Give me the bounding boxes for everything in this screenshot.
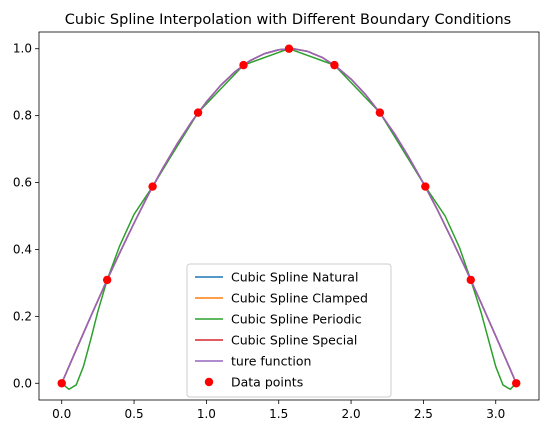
data-point <box>102 275 112 285</box>
legend-label-4: ture function <box>231 354 311 369</box>
data-point <box>239 60 248 70</box>
data-point <box>375 108 385 117</box>
legend-label-2: Cubic Spline Periodic <box>231 312 362 327</box>
legend-label-points: Data points <box>231 375 303 390</box>
x-axis: 0.0 0.5 1.0 1.5 2.0 2.5 3.0 <box>52 400 505 421</box>
y-tick-label: 0.6 <box>13 176 32 190</box>
legend: Cubic Spline Natural Cubic Spline Clamped… <box>186 263 392 398</box>
data-point <box>148 182 157 191</box>
y-tick-label: 0.0 <box>13 376 32 390</box>
data-point <box>193 108 203 117</box>
y-tick-label: 0.2 <box>13 309 32 323</box>
legend-swatch-points <box>204 377 214 387</box>
y-axis: 0.0 0.2 0.4 0.6 0.8 1.0 <box>13 42 39 390</box>
data-point <box>57 379 66 388</box>
x-tick-label: 0.5 <box>125 407 144 421</box>
x-tick-label: 3.0 <box>486 407 505 421</box>
data-points <box>57 44 521 388</box>
legend-label-0: Cubic Spline Natural <box>231 270 358 285</box>
x-tick-label: 2.5 <box>414 407 433 421</box>
plot-frame <box>38 31 540 401</box>
y-tick-label: 1.0 <box>13 42 32 56</box>
legend-label-3: Cubic Spline Special <box>231 333 357 348</box>
data-point <box>421 182 430 191</box>
chart-title: Cubic Spline Interpolation with Differen… <box>65 12 511 28</box>
data-point <box>330 60 339 70</box>
data-point <box>284 44 294 53</box>
data-point <box>466 275 475 285</box>
legend-label-1: Cubic Spline Clamped <box>231 291 368 306</box>
y-tick-label: 0.4 <box>13 242 32 256</box>
legend-box <box>186 263 392 398</box>
x-tick-label: 2.0 <box>342 407 361 421</box>
x-tick-label: 1.0 <box>197 407 216 421</box>
x-tick-label: 0.0 <box>52 407 71 421</box>
data-point <box>512 379 521 388</box>
x-tick-label: 1.5 <box>269 407 288 421</box>
y-tick-label: 0.8 <box>13 109 32 123</box>
series-line-4 <box>60 47 517 385</box>
